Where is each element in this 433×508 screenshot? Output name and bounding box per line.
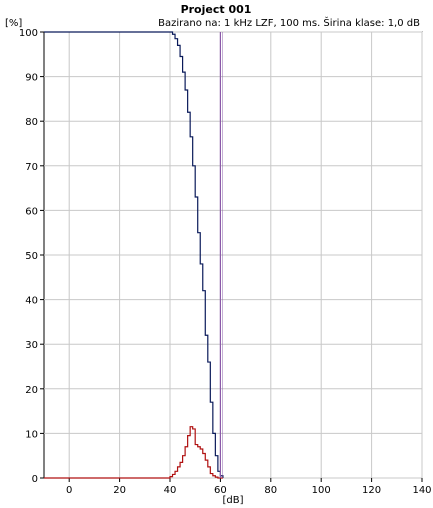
y-tick-label: 60	[25, 206, 38, 217]
y-ticks: 0 10 20 30 40 50 60 70 80 90 100	[19, 28, 44, 485]
x-tick-label: 120	[362, 485, 381, 496]
y-tick-label: 30	[25, 340, 38, 351]
y-tick-label: 100	[19, 28, 38, 39]
y-tick-label: 40	[25, 296, 38, 307]
y-tick-label: 20	[25, 385, 38, 396]
y-tick-label: 90	[25, 73, 38, 84]
y-tick-label: 0	[32, 474, 38, 485]
y-tick-label: 80	[25, 117, 38, 128]
x-tick-label: 100	[312, 485, 331, 496]
x-tick-label: 60	[214, 485, 227, 496]
distribution-series-line	[44, 426, 223, 479]
grid	[44, 31, 423, 479]
chart-subtitle: Bazirano na: 1 kHz LZF, 100 ms. Širina k…	[158, 16, 420, 29]
x-tick-label: 20	[113, 485, 126, 496]
x-axis-label: [dB]	[222, 495, 243, 506]
x-tick-label: 140	[412, 485, 431, 496]
x-ticks: 0 20 40 60 80 100 120 140	[66, 478, 432, 496]
cumulative-series-line	[44, 31, 224, 478]
x-tick-label: 40	[164, 485, 177, 496]
y-tick-label: 70	[25, 162, 38, 173]
x-tick-label: 80	[264, 485, 277, 496]
y-tick-label: 10	[25, 429, 38, 440]
chart-title: Project 001	[181, 3, 252, 16]
y-axis-label: [%]	[5, 18, 22, 29]
x-tick-label: 0	[66, 485, 72, 496]
y-tick-label: 50	[25, 251, 38, 262]
series-layer	[44, 31, 224, 479]
